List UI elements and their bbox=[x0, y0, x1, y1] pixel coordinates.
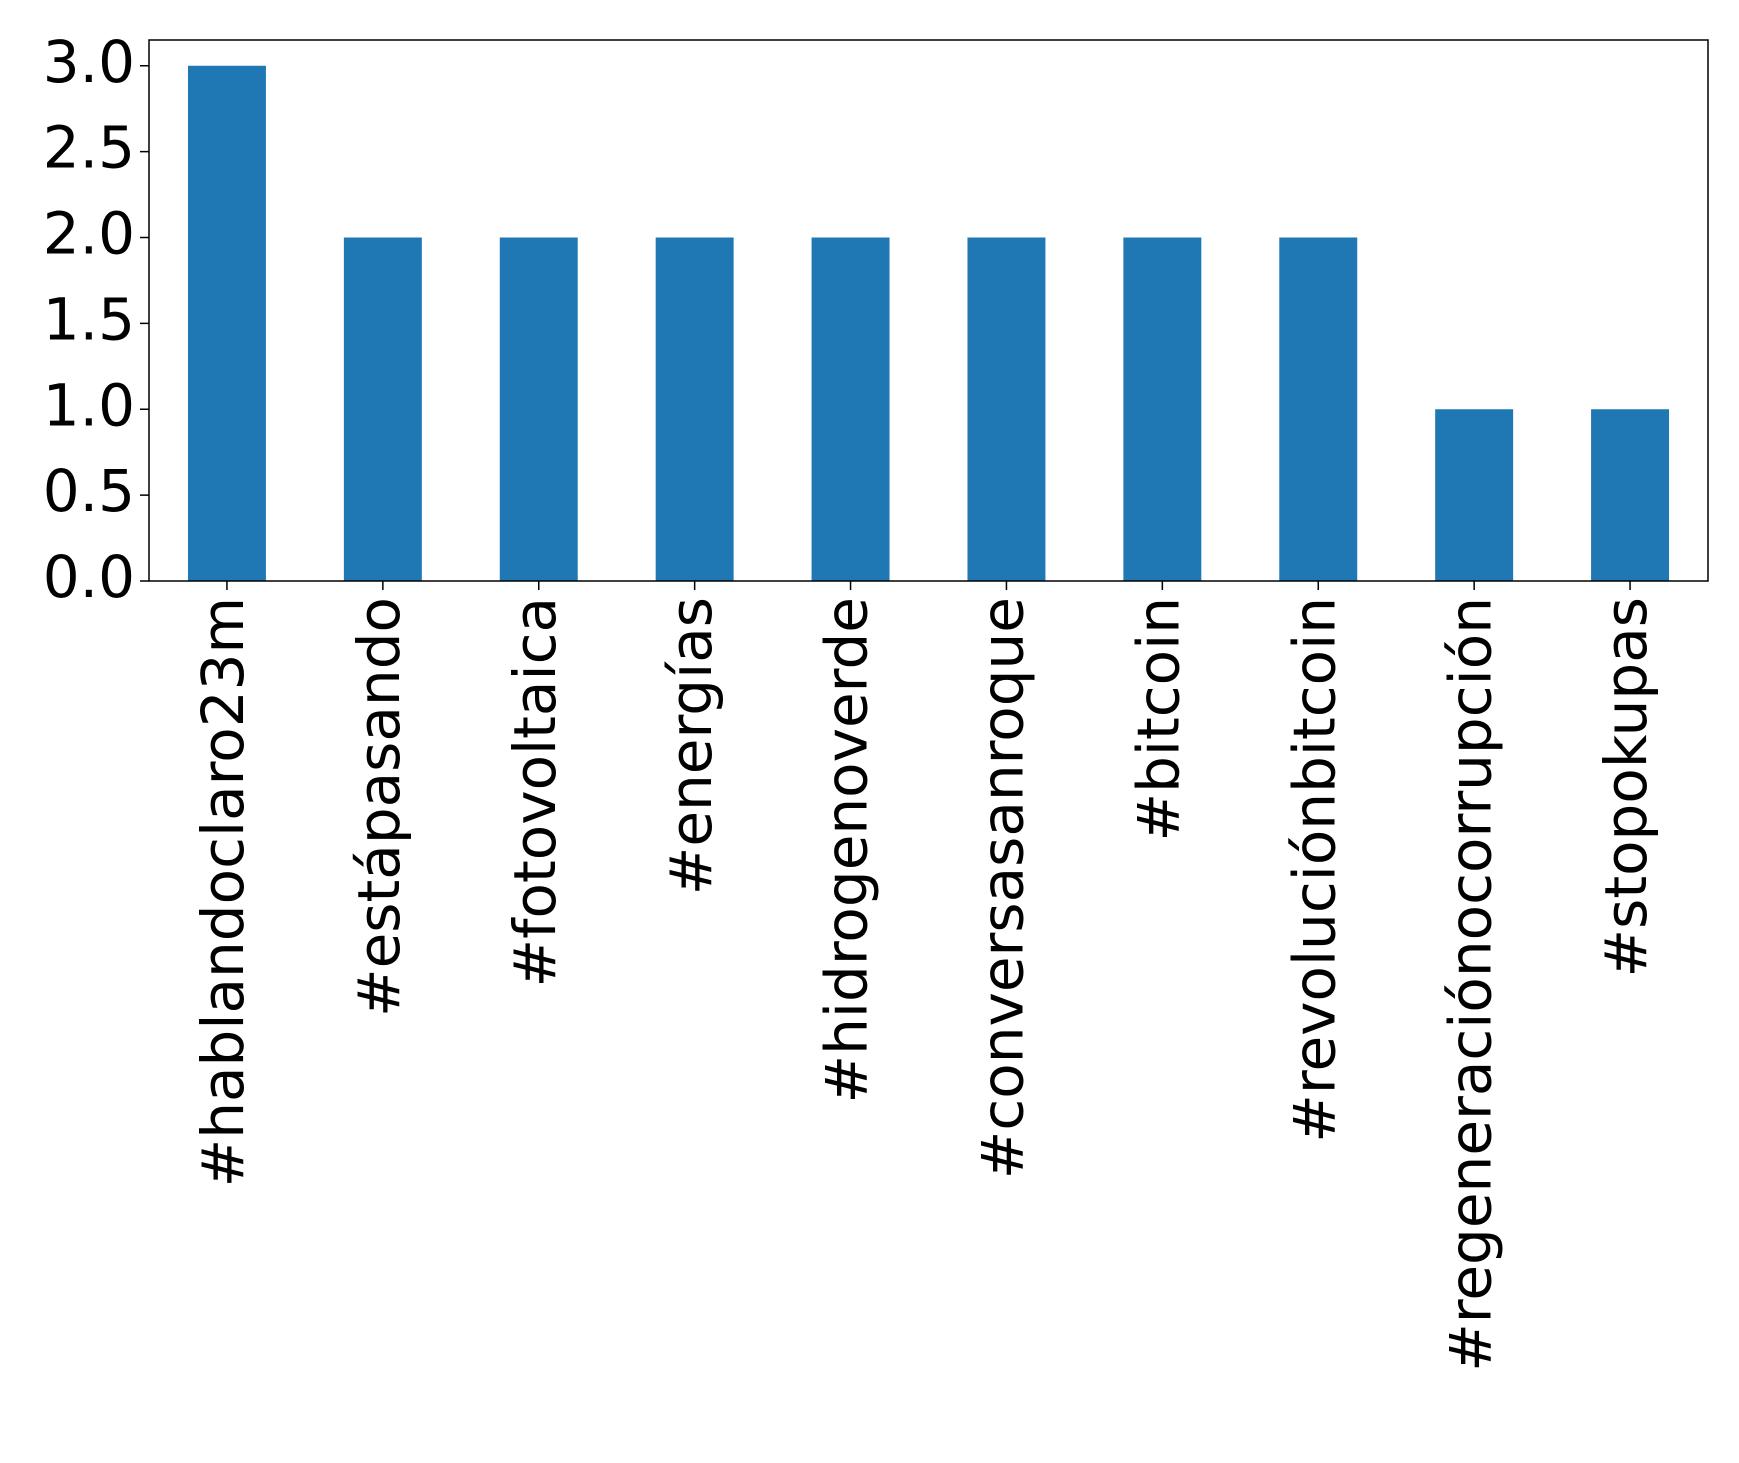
bar bbox=[343, 237, 422, 581]
x-tick-label: #hidrogenoverde bbox=[813, 597, 881, 1103]
bar bbox=[811, 237, 890, 581]
x-tick-label: #regeneraciónocorrupción bbox=[1436, 597, 1504, 1372]
y-tick-label: 1.5 bbox=[43, 285, 135, 353]
x-tick-label: #revoluciónbitcoin bbox=[1280, 597, 1348, 1143]
x-tick-label: #conversasanroque bbox=[969, 597, 1037, 1179]
bar bbox=[655, 237, 734, 581]
x-tick-label: #bitcoin bbox=[1124, 597, 1192, 842]
y-tick-label: 0.0 bbox=[43, 543, 135, 611]
y-tick-label: 3.0 bbox=[43, 28, 135, 96]
bar bbox=[1279, 237, 1358, 581]
y-tick-label: 1.0 bbox=[43, 371, 135, 439]
x-tick-label: #stopokupas bbox=[1592, 597, 1660, 977]
bar bbox=[967, 237, 1046, 581]
x-tick-label: #energías bbox=[657, 597, 725, 895]
y-tick-label: 2.0 bbox=[43, 200, 135, 268]
x-tick-label: #estápasando bbox=[345, 597, 413, 1017]
y-tick-label: 2.5 bbox=[43, 114, 135, 182]
x-tick-label: #hablandoclaro23m bbox=[189, 597, 257, 1187]
bar bbox=[1123, 237, 1202, 581]
y-tick-label: 0.5 bbox=[43, 457, 135, 525]
plot-frame bbox=[148, 39, 1709, 582]
bar bbox=[187, 65, 266, 581]
x-tick-label: #fotovoltaica bbox=[501, 597, 569, 987]
bar bbox=[499, 237, 578, 581]
bar bbox=[1435, 409, 1514, 581]
bar bbox=[1591, 409, 1670, 581]
